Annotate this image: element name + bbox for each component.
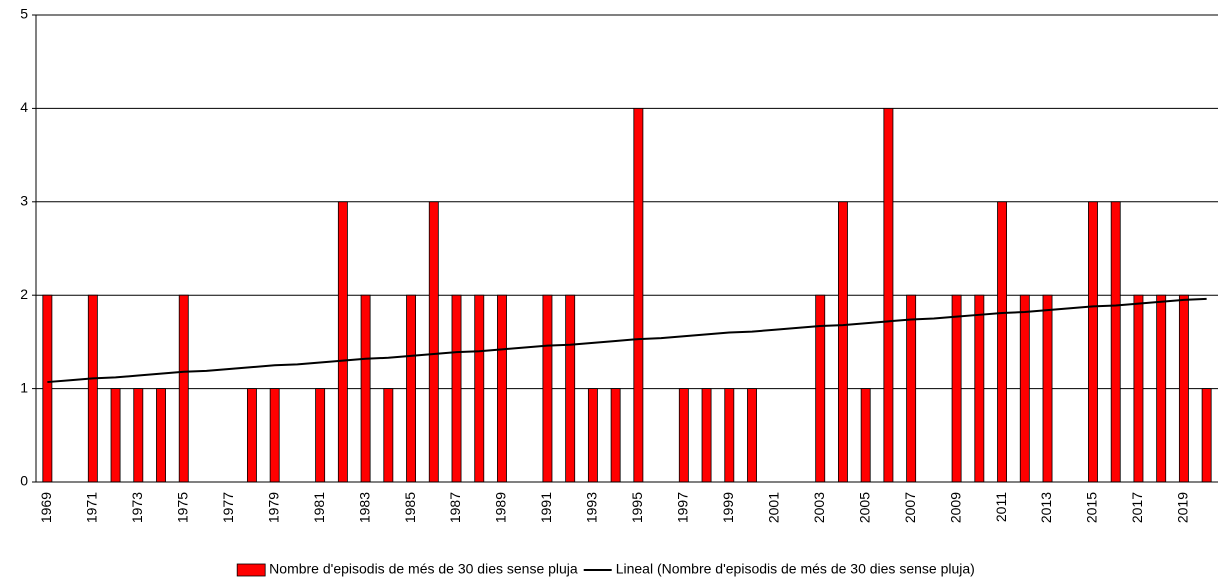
bar [246, 388, 257, 483]
legend-label: Lineal (Nombre d'episodis de més de 30 d… [616, 561, 975, 577]
bar [906, 294, 917, 483]
x-tick-label: 1973 [129, 492, 145, 523]
x-tick-label: 1999 [720, 492, 736, 523]
x-tick-label: 1975 [174, 492, 190, 523]
bar [860, 388, 871, 483]
x-tick-label: 1981 [311, 492, 327, 523]
bar [633, 108, 644, 483]
bar [133, 388, 144, 483]
bar [42, 294, 53, 483]
x-tick-label: 2017 [1129, 492, 1145, 523]
bar [883, 108, 894, 483]
x-tick-label: 1993 [584, 492, 600, 523]
bar [315, 388, 326, 483]
bar [1088, 201, 1098, 483]
bar [701, 388, 712, 483]
x-tick-label: 1971 [84, 492, 100, 523]
bar [610, 388, 621, 483]
y-tick-label: 2 [20, 286, 28, 302]
x-tick-label: 1987 [447, 492, 463, 523]
bar [678, 388, 689, 483]
bar [1178, 294, 1189, 483]
bar [587, 388, 598, 483]
bar [724, 388, 735, 483]
x-tick-label: 1985 [402, 492, 418, 523]
bar [837, 201, 848, 483]
bar [428, 201, 439, 483]
x-tick-label: 2013 [1038, 492, 1054, 523]
legend: Nombre d'episodis de més de 30 dies sens… [236, 561, 975, 577]
y-tick-label: 0 [20, 473, 28, 489]
bar [974, 294, 985, 483]
x-tick-label: 2007 [902, 492, 918, 523]
x-tick-label: 1995 [629, 492, 645, 523]
bar [360, 294, 371, 483]
bar [178, 294, 189, 483]
legend-label: Nombre d'episodis de més de 30 dies sens… [269, 561, 578, 577]
x-tick-label: 2001 [765, 492, 781, 523]
bar [156, 388, 166, 483]
bar [1019, 294, 1030, 483]
bar [497, 294, 507, 483]
bar [269, 388, 280, 483]
x-tick-label: 1997 [675, 492, 691, 523]
bar [997, 201, 1008, 483]
bar [565, 294, 576, 483]
x-tick-label: 2015 [1084, 492, 1100, 523]
x-tick-label: 2009 [947, 492, 963, 523]
bar [1156, 294, 1167, 483]
bar [1133, 294, 1144, 483]
bar [87, 294, 98, 483]
trend-line [47, 297, 1207, 384]
x-tick-label: 2003 [811, 492, 827, 523]
bar [542, 294, 553, 483]
x-tick-label: 2011 [993, 492, 1009, 522]
bar [951, 294, 962, 483]
bar [815, 294, 826, 483]
x-tick-label: 2019 [1175, 492, 1191, 523]
bar [383, 388, 394, 483]
x-tick-label: 1991 [538, 492, 554, 523]
bar [451, 294, 462, 483]
bar [1201, 388, 1212, 483]
bar [110, 388, 121, 483]
x-tick-label: 1989 [493, 492, 509, 523]
bar [1042, 294, 1053, 483]
y-tick-label: 1 [20, 379, 28, 395]
legend-swatch [236, 563, 266, 577]
y-tick-label: 3 [20, 193, 28, 209]
x-tick-label: 1979 [265, 492, 281, 523]
bar [1110, 201, 1121, 483]
x-tick-label: 1977 [220, 492, 236, 523]
bar [337, 201, 348, 483]
y-tick-label: 5 [20, 6, 28, 22]
x-tick-label: 2005 [856, 492, 872, 523]
x-tick-label: 1969 [38, 492, 54, 523]
y-tick-label: 4 [20, 99, 28, 115]
bar [747, 388, 757, 483]
x-tick-label: 1983 [356, 492, 372, 523]
bar [406, 294, 417, 483]
bar [474, 294, 485, 483]
